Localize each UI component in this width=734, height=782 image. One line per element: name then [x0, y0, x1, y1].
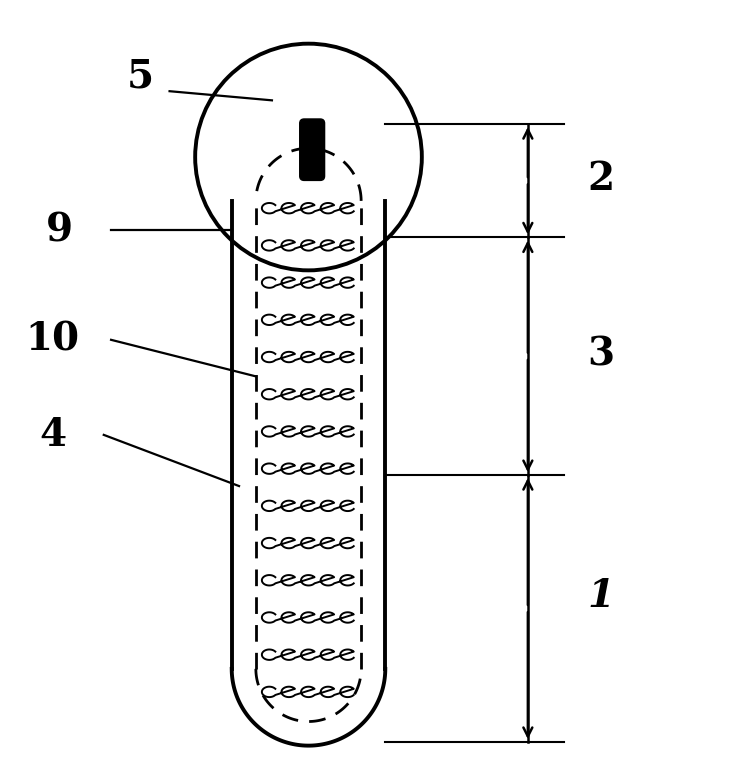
- Text: 9: 9: [46, 211, 73, 249]
- Text: 4: 4: [39, 416, 66, 454]
- Text: 2: 2: [587, 160, 614, 198]
- Text: 10: 10: [26, 321, 79, 359]
- Text: 1: 1: [587, 577, 614, 615]
- FancyBboxPatch shape: [299, 119, 324, 181]
- Text: 5: 5: [127, 58, 154, 95]
- Text: 3: 3: [587, 335, 614, 374]
